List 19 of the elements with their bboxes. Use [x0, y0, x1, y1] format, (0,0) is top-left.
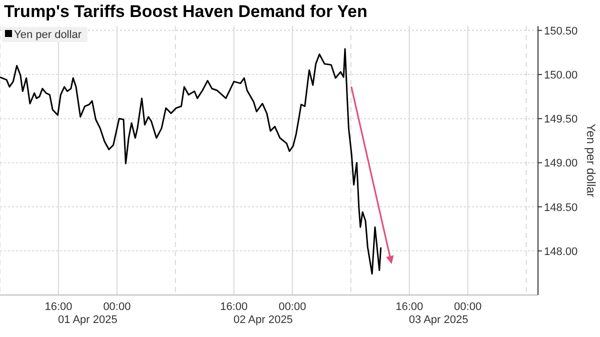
chart-title: Trump's Tariffs Boost Haven Demand for Yen	[4, 2, 368, 21]
y-tick-label: 150.00	[544, 70, 578, 82]
text: 02 Apr 2025	[233, 314, 293, 326]
text: 01 Apr 2025	[58, 314, 118, 326]
y-tick-label: 150.50	[544, 25, 578, 38]
x-tick-label: 00:00	[278, 301, 306, 313]
x-tick-label: 00:00	[103, 301, 131, 313]
x-tick-label: 16:00	[220, 301, 248, 313]
x-tick-label: 16:00	[396, 301, 424, 313]
x-tick-label: 16:00	[44, 301, 72, 313]
line-series	[0, 48, 382, 275]
y-axis-title: Yen per dollar	[584, 124, 598, 198]
y-tick-label: 149.00	[544, 158, 578, 170]
y-tick-label: 148.00	[544, 246, 578, 258]
x-tick-label: 00:00	[454, 301, 482, 313]
y-tick-label: 148.50	[544, 202, 578, 214]
legend-label: Yen per dollar	[14, 29, 82, 41]
text: 03 Apr 2025	[408, 314, 468, 326]
y-tick-label: 149.50	[544, 114, 578, 126]
